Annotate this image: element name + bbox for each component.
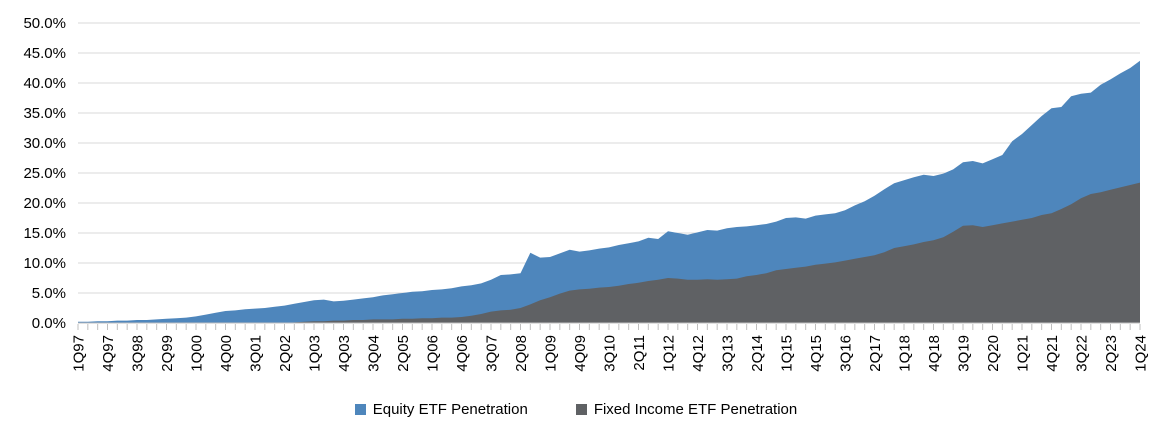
x-tick-label: 1Q09 [543, 335, 560, 372]
x-tick-label: 1Q15 [779, 335, 796, 372]
x-tick-label: 1Q18 [897, 335, 914, 372]
x-tick-label: 3Q04 [366, 335, 383, 372]
x-tick-label: 1Q12 [661, 335, 678, 372]
equity-legend-swatch-icon [354, 404, 366, 415]
fixed-income-legend-swatch-icon [575, 404, 587, 415]
x-tick-label: 4Q09 [572, 335, 589, 372]
y-tick-label: 40.0% [23, 75, 66, 92]
y-tick-label: 5.0% [32, 285, 66, 302]
y-tick-label: 25.0% [23, 165, 66, 182]
x-tick-label: 1Q00 [189, 335, 206, 372]
x-tick-label: 2Q99 [159, 335, 176, 372]
x-tick-label: 2Q11 [631, 335, 648, 371]
legend-item-equity: Equity ETF Penetration [354, 401, 528, 418]
x-tick-label: 1Q21 [1015, 335, 1032, 372]
x-tick-label: 3Q19 [956, 335, 973, 372]
x-tick-label: 4Q03 [336, 335, 353, 372]
x-tick-label: 3Q07 [484, 335, 501, 372]
y-tick-label: 35.0% [23, 105, 66, 122]
area-fixed-income [78, 182, 1140, 323]
x-tick-label: 3Q10 [602, 335, 619, 372]
x-tick-label: 3Q22 [1074, 335, 1091, 372]
x-tick-label: 4Q06 [454, 335, 471, 372]
x-tick-label: 2Q14 [749, 335, 766, 372]
chart-legend: Equity ETF Penetration Fixed Income ETF … [0, 401, 1152, 418]
y-tick-label: 10.0% [23, 255, 66, 272]
y-tick-label: 20.0% [23, 195, 66, 212]
x-tick-label: 4Q15 [808, 335, 825, 372]
fixed-income-legend-label: Fixed Income ETF Penetration [593, 401, 798, 418]
x-tick-label: 2Q20 [985, 335, 1002, 372]
x-tick-label: 2Q17 [867, 335, 884, 372]
y-tick-label: 0.0% [32, 315, 66, 332]
x-tick-label: 4Q97 [100, 335, 117, 372]
x-tick-label: 2Q05 [395, 335, 412, 372]
x-tick-label: 1Q97 [71, 335, 88, 372]
y-tick-label: 30.0% [23, 135, 66, 152]
x-tick-label: 2Q08 [513, 335, 530, 372]
x-tick-label: 4Q12 [690, 335, 707, 372]
x-tick-label: 4Q00 [218, 335, 235, 372]
x-tick-label: 3Q13 [720, 335, 737, 372]
x-tick-label: 2Q02 [277, 335, 294, 372]
x-tick-label: 4Q21 [1044, 335, 1061, 372]
equity-legend-label: Equity ETF Penetration [372, 401, 528, 418]
x-tick-label: 3Q98 [130, 335, 147, 372]
x-tick-label: 1Q06 [425, 335, 442, 372]
y-tick-label: 50.0% [23, 15, 66, 32]
y-tick-label: 15.0% [23, 225, 66, 242]
x-tick-label: 1Q24 [1133, 335, 1150, 372]
x-tick-label: 3Q01 [248, 335, 265, 372]
y-tick-label: 45.0% [23, 45, 66, 62]
x-tick-label: 4Q18 [926, 335, 943, 372]
legend-item-fixed-income: Fixed Income ETF Penetration [575, 401, 798, 418]
x-tick-label: 2Q23 [1103, 335, 1120, 372]
x-tick-label: 3Q16 [838, 335, 855, 372]
x-tick-label: 1Q03 [307, 335, 324, 372]
